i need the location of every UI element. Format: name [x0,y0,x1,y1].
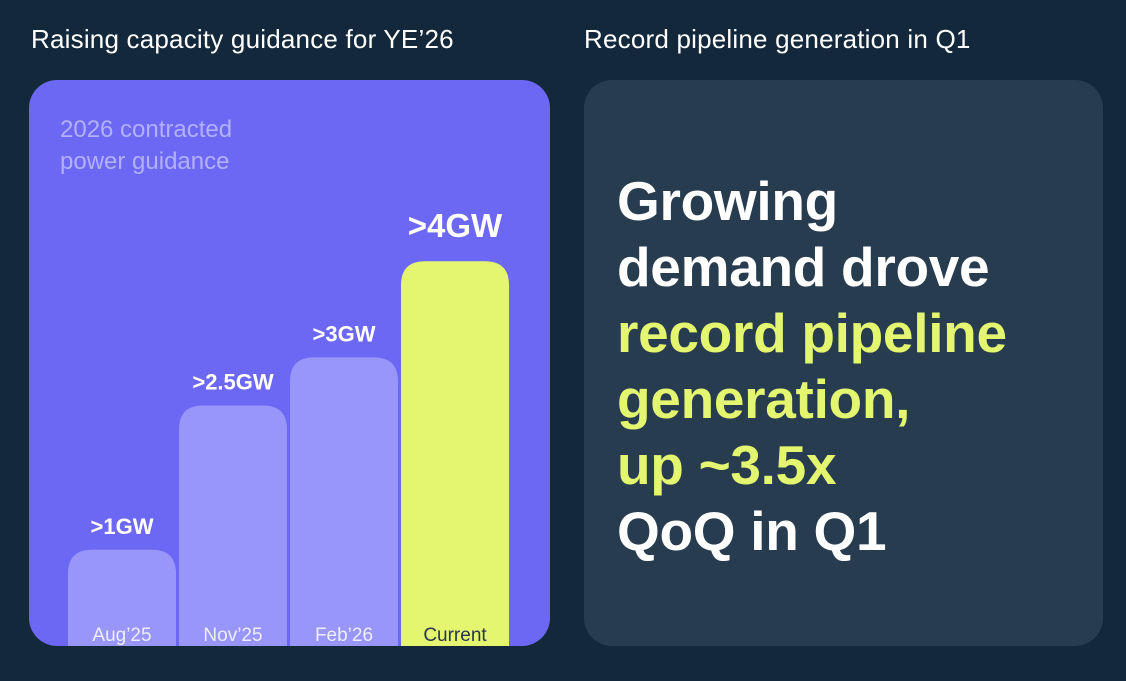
guidance-chart-card: 2026 contracted power guidance >1GW Aug’2… [29,80,550,646]
chart-bar [179,405,287,646]
bar-category-label: Current [423,625,487,646]
message-line: demand drove [617,236,990,298]
bar-category-label: Aug’25 [92,625,151,646]
bar-category-label: Feb’26 [315,625,373,646]
bar-value-label: >1GW [91,514,154,539]
chart-bar [68,549,176,646]
pipeline-message: Growing demand drove record pipeline gen… [617,168,1087,564]
message-line: record pipeline [617,302,1007,364]
chart-bar [290,357,398,646]
left-panel-title: Raising capacity guidance for YE’26 [31,24,454,54]
chart-caption: 2026 contracted power guidance [60,116,233,175]
message-line: generation, [617,368,911,430]
bar-category-label: Nov’25 [203,625,262,646]
message-line: QoQ in Q1 [617,500,887,562]
pipeline-message-card: Growing demand drove record pipeline gen… [584,80,1103,646]
message-line: Growing [617,170,838,232]
right-panel-title: Record pipeline generation in Q1 [584,24,971,54]
message-line: up ~3.5x [617,434,837,496]
bar-value-label: >4GW [408,207,503,244]
chart-bar [401,261,509,646]
bar-chart: >1GW Aug’25 >2.5GW Nov’25 >3GW Feb’26 >4GW Curr… [68,207,509,646]
bar-value-label: >2.5GW [192,370,274,395]
bar-value-label: >3GW [313,321,376,346]
